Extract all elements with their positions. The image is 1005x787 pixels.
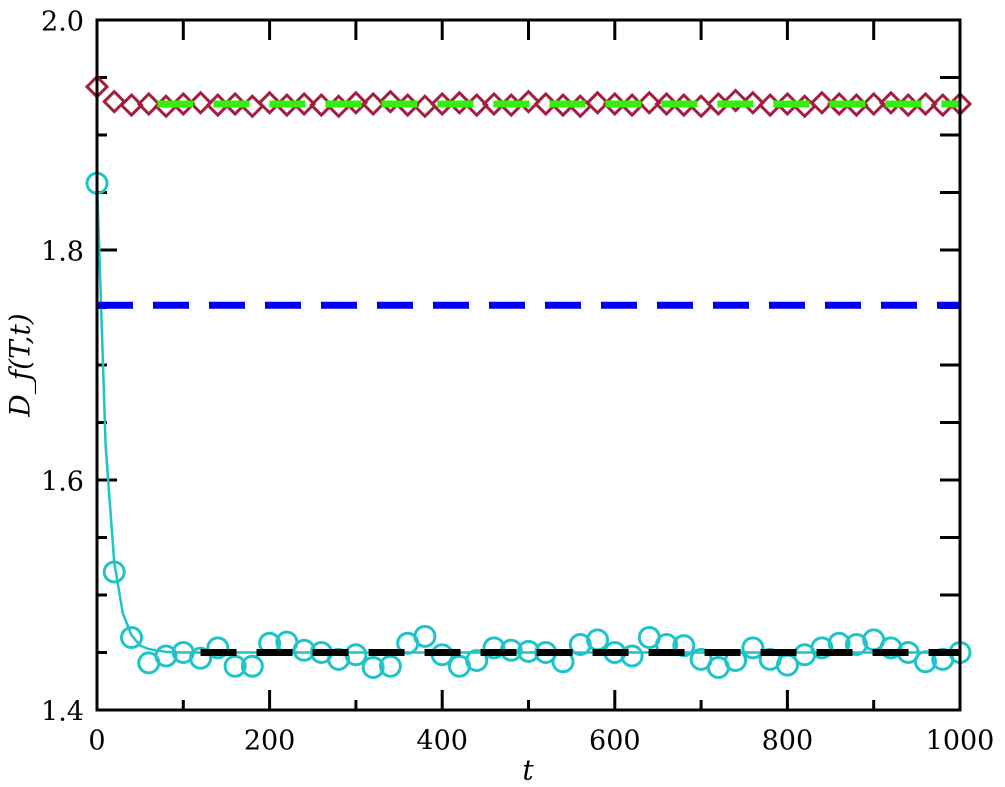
data-point <box>102 560 126 584</box>
x-tick-label: 200 <box>244 726 296 757</box>
data-point <box>189 646 213 670</box>
data-point <box>878 90 904 115</box>
data-point <box>102 89 127 114</box>
data-point <box>913 650 937 674</box>
data-point <box>378 89 403 114</box>
plot-frame <box>95 18 962 712</box>
data-point <box>465 649 489 673</box>
data-point <box>516 89 541 114</box>
data-point <box>119 92 144 118</box>
data-point <box>637 90 662 115</box>
x-tick-label: 0 <box>88 726 105 757</box>
y-tick-label: 1.6 <box>41 467 84 498</box>
data-point <box>154 644 178 668</box>
data-point <box>343 90 369 115</box>
x-tick-label: 800 <box>762 726 814 757</box>
data-point <box>413 624 437 648</box>
y-axis-label: D_f(T,t) <box>4 313 37 417</box>
y-tick-label: 1.4 <box>41 697 84 728</box>
data-point <box>257 90 282 115</box>
data-point <box>585 90 610 115</box>
x-tick-label: 1000 <box>926 726 995 757</box>
data-point <box>240 654 264 678</box>
data-point <box>809 90 835 115</box>
x-axis-label: t <box>522 754 534 787</box>
fit-line <box>95 180 960 654</box>
data-point <box>378 654 402 678</box>
data-point <box>482 636 506 660</box>
x-tick-label: 600 <box>589 726 641 757</box>
data-point <box>206 636 230 660</box>
data-point <box>361 655 385 679</box>
y-tick-label: 2.0 <box>41 7 84 38</box>
y-tick-label: 1.8 <box>41 237 84 268</box>
data-point <box>723 88 748 113</box>
data-point <box>741 636 765 660</box>
data-point <box>120 626 144 650</box>
data-point <box>223 654 247 678</box>
data-point <box>188 90 213 115</box>
x-tick-label: 400 <box>416 726 468 757</box>
data-point <box>861 91 886 117</box>
data-point <box>447 90 472 115</box>
data-point <box>136 91 161 117</box>
data-point <box>740 90 766 115</box>
